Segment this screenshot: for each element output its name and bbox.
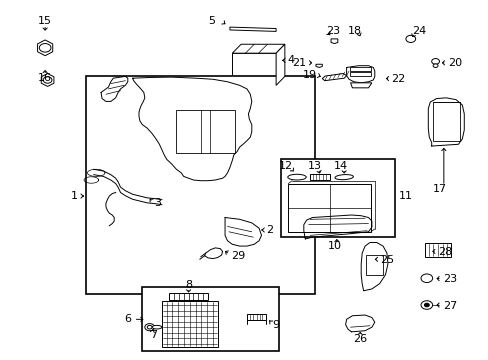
Polygon shape xyxy=(315,64,322,67)
Text: 12: 12 xyxy=(278,161,292,171)
Text: 2: 2 xyxy=(266,225,273,235)
Circle shape xyxy=(39,44,51,52)
Bar xyxy=(201,111,210,153)
Circle shape xyxy=(43,77,52,83)
Bar xyxy=(309,174,329,180)
Text: 10: 10 xyxy=(327,241,341,251)
Polygon shape xyxy=(276,44,285,85)
Text: 3: 3 xyxy=(154,198,161,208)
Text: 28: 28 xyxy=(437,247,451,257)
Circle shape xyxy=(405,35,415,42)
Bar xyxy=(432,102,459,141)
Polygon shape xyxy=(38,40,53,56)
Text: 29: 29 xyxy=(230,251,244,261)
Text: 27: 27 xyxy=(442,301,456,311)
Text: 1: 1 xyxy=(71,191,78,201)
Polygon shape xyxy=(41,73,54,86)
Bar xyxy=(425,243,450,257)
Text: 13: 13 xyxy=(307,161,321,171)
Text: 5: 5 xyxy=(207,16,215,26)
Bar xyxy=(350,67,370,71)
Text: 21: 21 xyxy=(291,58,305,68)
Text: 19: 19 xyxy=(302,69,316,80)
Bar xyxy=(86,76,314,294)
Text: 15: 15 xyxy=(38,16,52,26)
Text: 11: 11 xyxy=(398,191,412,201)
Polygon shape xyxy=(232,44,285,53)
Polygon shape xyxy=(350,83,371,88)
Text: 17: 17 xyxy=(432,184,446,194)
Bar xyxy=(232,53,276,85)
Text: 26: 26 xyxy=(352,334,366,344)
Bar xyxy=(246,314,266,320)
Bar xyxy=(176,111,234,153)
Text: 7: 7 xyxy=(149,330,157,341)
Ellipse shape xyxy=(334,175,353,180)
Text: 16: 16 xyxy=(38,73,52,83)
Ellipse shape xyxy=(287,174,305,180)
Text: 22: 22 xyxy=(390,74,405,84)
Circle shape xyxy=(420,301,432,309)
Text: 24: 24 xyxy=(411,26,426,36)
Polygon shape xyxy=(229,27,276,31)
Text: 4: 4 xyxy=(286,55,294,65)
Text: 6: 6 xyxy=(124,314,131,324)
Text: 23: 23 xyxy=(325,26,340,36)
Circle shape xyxy=(432,64,437,67)
Circle shape xyxy=(144,324,154,331)
Polygon shape xyxy=(322,73,346,81)
Circle shape xyxy=(431,59,439,64)
Text: 18: 18 xyxy=(347,26,362,36)
Circle shape xyxy=(424,303,428,307)
Bar xyxy=(142,287,278,351)
Text: 23: 23 xyxy=(442,274,456,284)
Ellipse shape xyxy=(152,325,162,329)
Bar xyxy=(162,301,217,347)
Bar xyxy=(350,72,370,76)
Text: 25: 25 xyxy=(379,255,393,265)
Bar xyxy=(169,293,207,300)
Bar xyxy=(287,184,370,232)
Text: 8: 8 xyxy=(184,280,192,291)
Circle shape xyxy=(147,325,152,329)
Circle shape xyxy=(420,274,432,283)
Polygon shape xyxy=(330,39,337,44)
Text: 20: 20 xyxy=(447,58,461,68)
Text: 14: 14 xyxy=(333,161,347,171)
Bar xyxy=(366,255,382,275)
Text: 9: 9 xyxy=(272,320,279,330)
Bar xyxy=(281,158,394,237)
